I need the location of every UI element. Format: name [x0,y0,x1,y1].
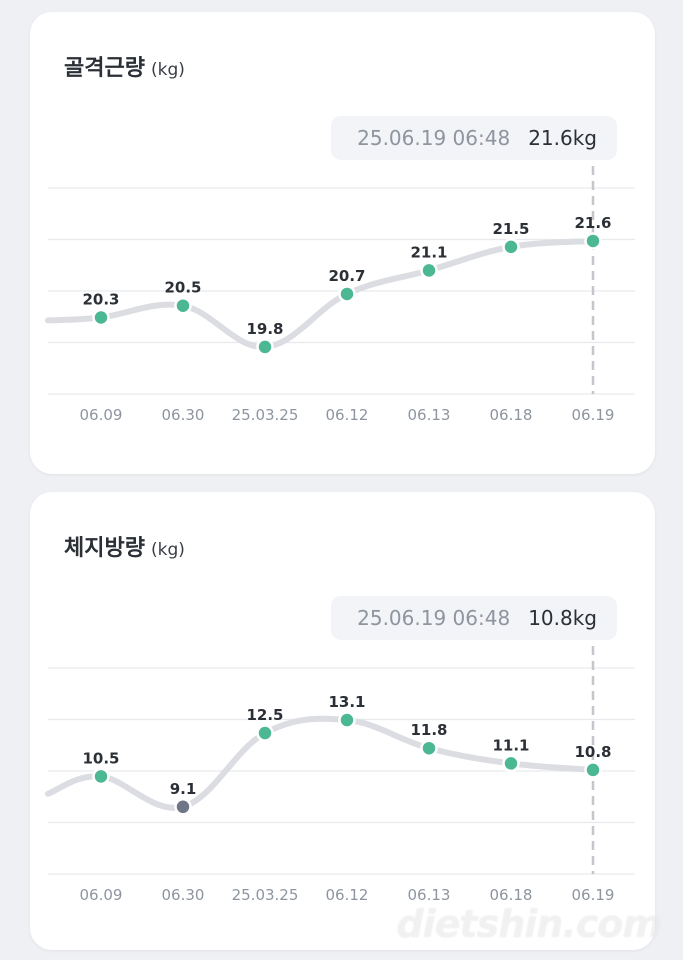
tooltip-date: 25.06.19 06:48 [357,606,511,630]
body-fat-chart: 10.5 9.1 12.5 13.1 11.8 11.1 10.8 06.09 06.30 25.… [45,646,635,904]
data-label: 21.5 [492,220,529,238]
x-tick-label: 06.09 [80,406,123,424]
x-tick-label: 06.19 [572,886,615,904]
data-label: 9.1 [170,780,197,798]
data-label: 11.8 [410,721,447,739]
tooltip-value: 21.6kg [528,126,597,150]
x-tick-label: 06.30 [162,406,205,424]
chart-title: 골격근량 (kg) [64,56,185,81]
x-tick-label: 06.13 [408,406,451,424]
watermark-logo: dietshin.com [396,902,662,946]
data-point[interactable] [584,232,602,250]
data-label: 11.1 [492,736,529,754]
data-label: 10.8 [574,743,611,761]
x-tick-label: 25.03.25 [232,886,299,904]
x-tick-label: 06.19 [572,406,615,424]
x-tick-label: 06.30 [162,886,205,904]
selected-point-tooltip: 25.06.19 06:48 21.6kg [331,116,617,160]
data-point[interactable] [338,711,356,729]
data-point[interactable] [338,285,356,303]
data-label: 20.7 [328,267,365,285]
x-tick-label: 25.03.25 [232,406,299,424]
data-point[interactable] [420,739,438,757]
data-point[interactable] [174,296,192,315]
data-point[interactable] [174,798,192,816]
skeletal-muscle-chart: 20.3 20.5 19.8 20.7 21.1 21.5 21.6 06.09 06.30 25… [45,166,635,424]
data-point[interactable] [92,308,110,327]
data-label: 10.5 [82,749,119,767]
tooltip-value: 10.8kg [528,606,597,630]
data-point[interactable] [92,767,110,786]
data-point[interactable] [256,724,274,742]
x-tick-label: 06.13 [408,886,451,904]
data-point[interactable] [502,238,520,256]
data-label: 20.5 [164,279,201,297]
chart-unit: (kg) [150,60,185,80]
data-label: 12.5 [246,706,283,724]
data-point[interactable] [584,761,602,779]
x-tick-label: 06.18 [490,886,533,904]
series-line [45,237,596,350]
selected-point-tooltip: 25.06.19 06:48 10.8kg [331,596,617,640]
data-point[interactable] [420,261,438,280]
data-label: 20.3 [82,290,119,308]
skeletal-muscle-card: 골격근량 (kg) 20.3 20.5 19.8 20.7 21.1 21.5 21.6 06.… [30,12,655,474]
data-point[interactable] [256,338,274,356]
data-point[interactable] [502,754,520,773]
x-tick-label: 06.09 [80,886,123,904]
x-tick-label: 06.12 [326,406,369,424]
tooltip-date: 25.06.19 06:48 [357,126,511,150]
chart-title: 체지방량 (kg) [64,536,185,561]
data-label: 13.1 [328,693,365,711]
data-label: 21.1 [410,243,447,261]
chart-unit: (kg) [150,540,185,560]
data-label: 19.8 [246,320,283,338]
body-fat-card: 체지방량 (kg) 10.5 9.1 12.5 13.1 11.8 11.1 10.8 06.0… [30,492,655,950]
x-tick-label: 06.12 [326,886,369,904]
data-label: 21.6 [574,214,611,232]
x-tick-label: 06.18 [490,406,533,424]
